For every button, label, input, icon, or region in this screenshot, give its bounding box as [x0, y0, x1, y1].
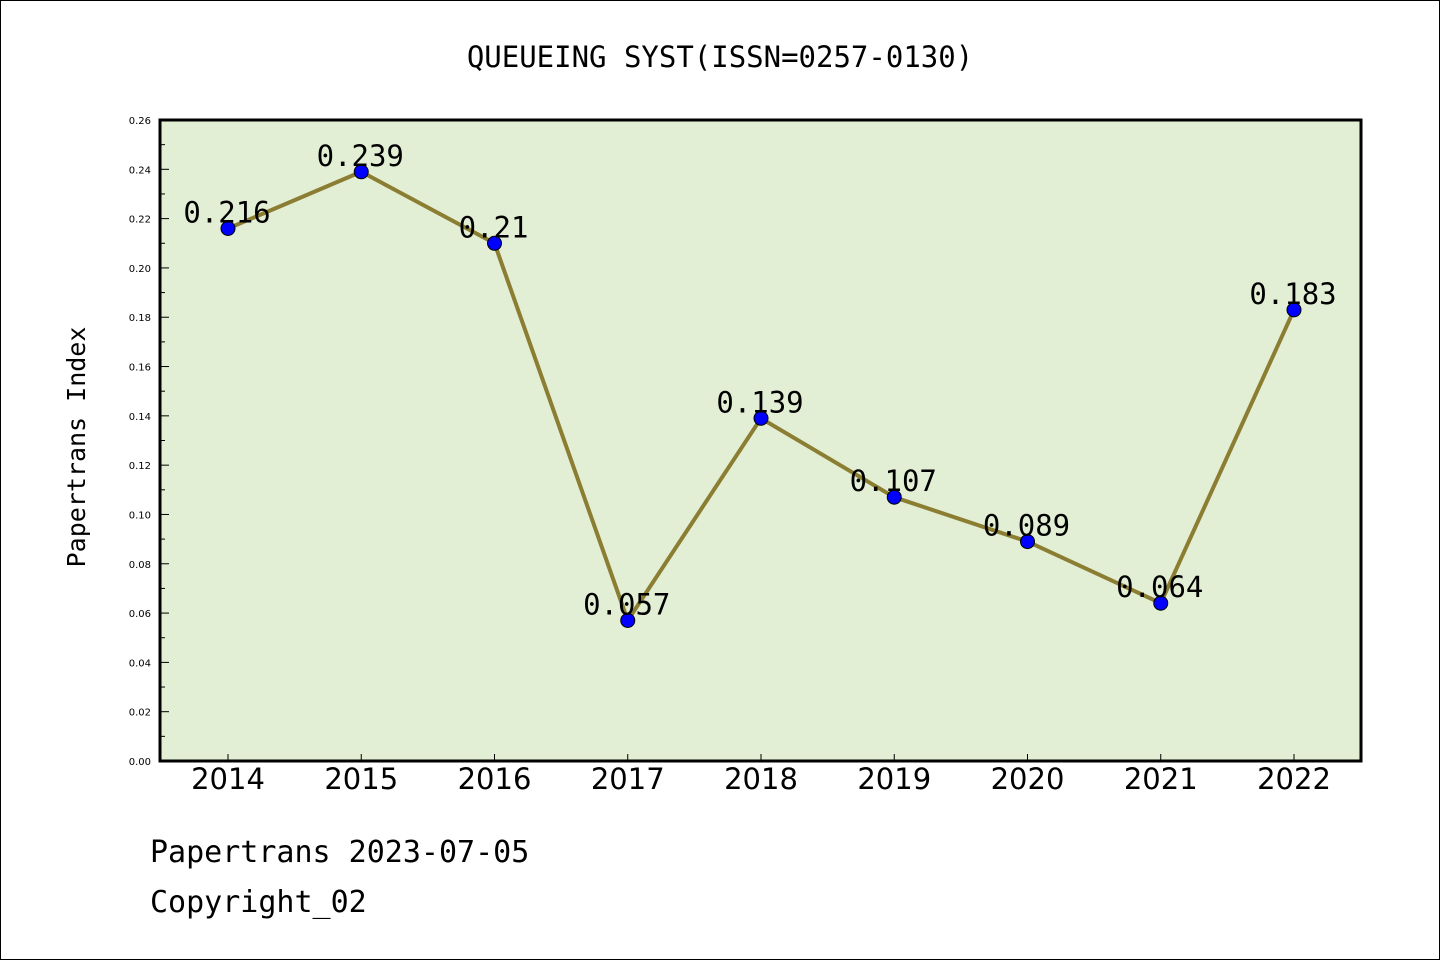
x-axis-ticks: 2014 2015 2016 2017 2018 2019 2020 2021 2022 [191, 754, 1331, 796]
data-point-marker [1286, 302, 1302, 318]
y-tick-label: 0.16 [129, 363, 151, 374]
x-tick-label: 2022 [1257, 762, 1331, 796]
series-layer: 0.216 0.239 0.21 0.057 0.139 0.107 0.089 0.064 0… [183, 139, 1337, 628]
footer-date-line: Papertrans 2023-07-05 [150, 835, 530, 870]
y-tick-label: 0.12 [129, 461, 151, 472]
x-tick-label: 2015 [324, 762, 398, 796]
y-tick-label: 0.04 [129, 658, 151, 669]
data-point-marker [353, 164, 369, 180]
x-tick-label: 2019 [857, 762, 931, 796]
footer-copyright: Copyright_02 [150, 885, 367, 920]
y-tick-label: 0.08 [129, 560, 151, 571]
y-tick-label: 0.02 [129, 708, 151, 719]
data-label: 0.183 [1249, 277, 1336, 311]
data-label: 0.239 [317, 139, 404, 173]
x-tick-label: 2016 [458, 762, 532, 796]
data-label: 0.21 [459, 210, 529, 244]
data-point-marker [220, 220, 236, 236]
data-label: 0.107 [850, 464, 937, 498]
data-point-marker [487, 235, 502, 251]
x-tick-label: 2020 [991, 762, 1065, 796]
data-label: 0.064 [1116, 570, 1203, 604]
data-label: 0.089 [983, 509, 1070, 543]
data-point-marker [1020, 534, 1035, 550]
data-point-marker [1153, 595, 1169, 611]
data-point-marker [620, 612, 636, 628]
chart-title: QUEUEING SYST(ISSN=0257-0130) [467, 40, 973, 74]
data-label: 0.216 [183, 195, 270, 229]
y-tick-label: 0.10 [129, 510, 151, 521]
y-tick-label: 0.24 [129, 165, 151, 176]
y-tick-label: 0.22 [129, 215, 151, 226]
data-label: 0.139 [716, 385, 803, 419]
data-point-marker [753, 410, 769, 426]
y-tick-label: 0.00 [129, 757, 151, 768]
x-tick-label: 2018 [724, 762, 798, 796]
data-point-marker [886, 489, 902, 505]
y-tick-label: 0.06 [129, 609, 151, 620]
x-tick-label: 2017 [591, 762, 665, 796]
y-axis-ticks: 0.00 0.02 0.04 0.06 0.08 0.10 0.12 0.14 0.16 0.18… [129, 116, 169, 768]
plot-area [158, 118, 1363, 763]
y-tick-label: 0.20 [129, 264, 151, 275]
y-tick-label: 0.14 [129, 412, 151, 423]
y-axis-label: Papertrans Index [62, 327, 91, 568]
x-tick-label: 2021 [1124, 762, 1198, 796]
y-tick-label: 0.26 [129, 116, 151, 127]
x-tick-label: 2014 [191, 762, 265, 796]
y-tick-label: 0.18 [129, 313, 151, 324]
data-label: 0.057 [583, 587, 670, 621]
